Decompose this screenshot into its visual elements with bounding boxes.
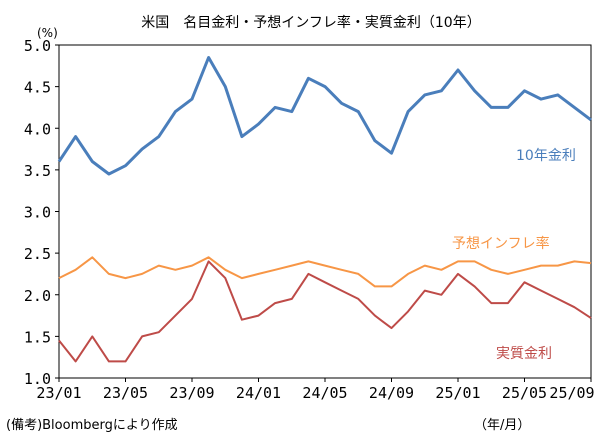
plot-border [58,44,592,379]
series-label-real: 実質金利 [496,346,552,362]
x-tick-label: 25/01 [435,384,480,402]
series-label-breakeven: 予想インフレ率 [452,236,550,252]
chart-title: 米国 名目金利・予想インフレ率・実質金利（10年） [141,15,481,31]
x-tick-label: 25/09 [549,384,594,402]
y-tick-label: 2.5 [24,245,51,263]
series-line-2 [58,260,592,363]
y-tick-label: 5.0 [24,37,51,55]
x-tick-label: 23/05 [103,384,148,402]
x-unit: （年/月） [474,418,531,433]
series-label-nominal: 10年金利 [516,148,576,164]
x-tick-label: 24/05 [302,384,347,402]
x-tick-label: 23/09 [169,384,214,402]
y-tick-label: 3.0 [24,204,51,222]
x-tick-label: 24/09 [369,384,414,402]
y-tick-label: 1.5 [24,328,51,346]
y-tick-label: 4.0 [24,120,51,138]
y-tick-label: 1.0 [24,370,51,388]
x-tick-label: 25/05 [502,384,547,402]
y-unit: (%) [37,26,58,40]
source-note: (備考)Bloombergにより作成 [6,418,178,433]
y-tick-label: 4.5 [24,79,51,97]
x-tick-label: 23/01 [36,384,81,402]
series-line-1 [58,256,592,288]
y-tick-label: 3.5 [24,162,51,180]
y-tick-label: 2.0 [24,287,51,305]
x-tick-label: 24/01 [236,384,281,402]
series-line-0 [57,56,592,176]
